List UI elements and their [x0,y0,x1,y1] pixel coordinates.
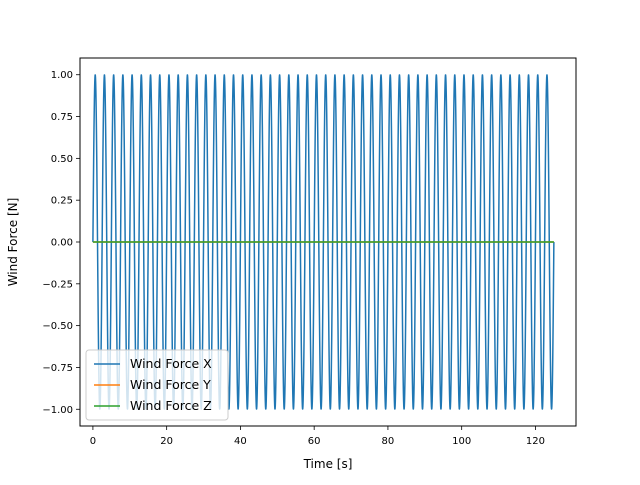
y-tick-label: −0.75 [42,363,73,374]
legend: Wind Force X Wind Force Y Wind Force Z [85,349,229,421]
x-axis-label: Time [s] [303,457,353,471]
axes-frame [79,57,577,427]
x-axis: 0 20 40 60 80 100 120 [90,426,545,447]
y-tick-label: 0.00 [51,238,73,249]
plot-area [92,74,555,410]
x-tick-label: 20 [160,436,173,447]
y-tick-label: 0.75 [51,112,73,123]
x-tick-label: 60 [308,436,321,447]
legend-box [85,349,229,421]
y-axis: −1.00 −0.75 −0.50 −0.25 0.00 0.25 0.50 0.75 1.00 [42,70,80,416]
x-tick-label: 100 [452,436,471,447]
x-tick-label: 80 [382,436,395,447]
y-tick-label: −0.25 [42,279,73,290]
y-tick-label: 0.50 [51,154,73,165]
x-tick-label: 40 [234,436,247,447]
x-tick-label: 120 [526,436,545,447]
y-tick-label: −1.00 [42,405,73,416]
y-tick-label: 1.00 [51,70,73,81]
y-tick-label: −0.50 [42,321,73,332]
legend-label: Wind Force Y [130,377,211,392]
legend-label: Wind Force Z [130,398,212,413]
x-tick-label: 0 [90,436,96,447]
y-tick-label: 0.25 [51,196,73,207]
y-axis-label: Wind Force [N] [6,198,20,287]
legend-label: Wind Force X [130,356,212,371]
